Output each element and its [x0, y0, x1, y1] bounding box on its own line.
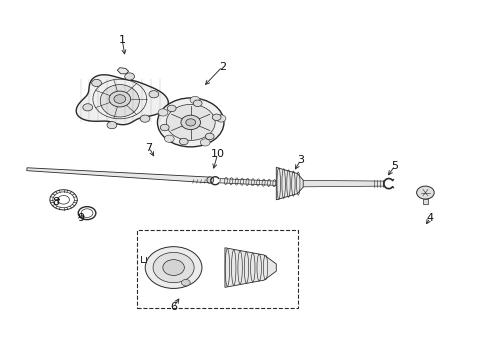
Circle shape [153, 252, 194, 283]
Text: 9: 9 [77, 213, 84, 223]
Text: 7: 7 [145, 143, 152, 153]
Circle shape [160, 124, 169, 131]
Circle shape [181, 279, 190, 286]
Text: 2: 2 [219, 62, 225, 72]
Polygon shape [276, 167, 303, 200]
Text: 4: 4 [426, 213, 433, 223]
Circle shape [109, 91, 130, 107]
Text: 10: 10 [210, 149, 224, 159]
Circle shape [185, 119, 195, 126]
Circle shape [163, 260, 184, 275]
Circle shape [158, 109, 167, 116]
Circle shape [205, 133, 214, 140]
Text: 6: 6 [170, 302, 177, 312]
Polygon shape [76, 75, 168, 125]
Text: 1: 1 [119, 35, 125, 45]
Circle shape [92, 80, 102, 87]
Polygon shape [117, 68, 128, 74]
Circle shape [212, 114, 221, 121]
Circle shape [216, 115, 225, 122]
Circle shape [193, 100, 202, 107]
Circle shape [124, 73, 134, 80]
Polygon shape [220, 179, 283, 186]
Polygon shape [302, 180, 383, 187]
Bar [137, 230, 298, 308]
Circle shape [140, 115, 149, 122]
Circle shape [82, 104, 92, 111]
Circle shape [181, 115, 200, 130]
Ellipse shape [206, 177, 213, 183]
Polygon shape [422, 199, 427, 204]
Text: 5: 5 [391, 161, 398, 171]
Circle shape [167, 105, 176, 112]
Text: 8: 8 [53, 197, 60, 207]
Circle shape [179, 138, 188, 145]
Circle shape [416, 186, 433, 199]
Circle shape [200, 139, 210, 146]
Polygon shape [224, 248, 276, 287]
Circle shape [107, 122, 117, 129]
Circle shape [145, 247, 202, 288]
Circle shape [149, 91, 159, 98]
Text: 3: 3 [297, 155, 304, 165]
Polygon shape [27, 168, 210, 183]
Circle shape [190, 96, 200, 104]
Circle shape [157, 98, 224, 147]
Circle shape [114, 95, 125, 103]
Circle shape [164, 135, 174, 142]
Circle shape [166, 104, 215, 140]
Ellipse shape [100, 85, 139, 117]
